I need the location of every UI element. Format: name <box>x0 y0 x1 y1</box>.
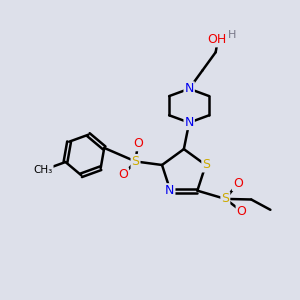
Text: S: S <box>221 192 229 206</box>
Text: S: S <box>131 155 140 168</box>
Text: O: O <box>118 168 128 181</box>
Text: O: O <box>133 137 143 150</box>
Text: O: O <box>237 205 247 218</box>
Text: S: S <box>202 158 210 172</box>
Text: N: N <box>165 184 175 197</box>
Text: H: H <box>228 30 236 40</box>
Text: O: O <box>233 177 243 190</box>
Text: N: N <box>184 82 194 95</box>
Text: OH: OH <box>208 33 227 46</box>
Text: N: N <box>184 116 194 129</box>
Text: CH₃: CH₃ <box>34 165 53 175</box>
